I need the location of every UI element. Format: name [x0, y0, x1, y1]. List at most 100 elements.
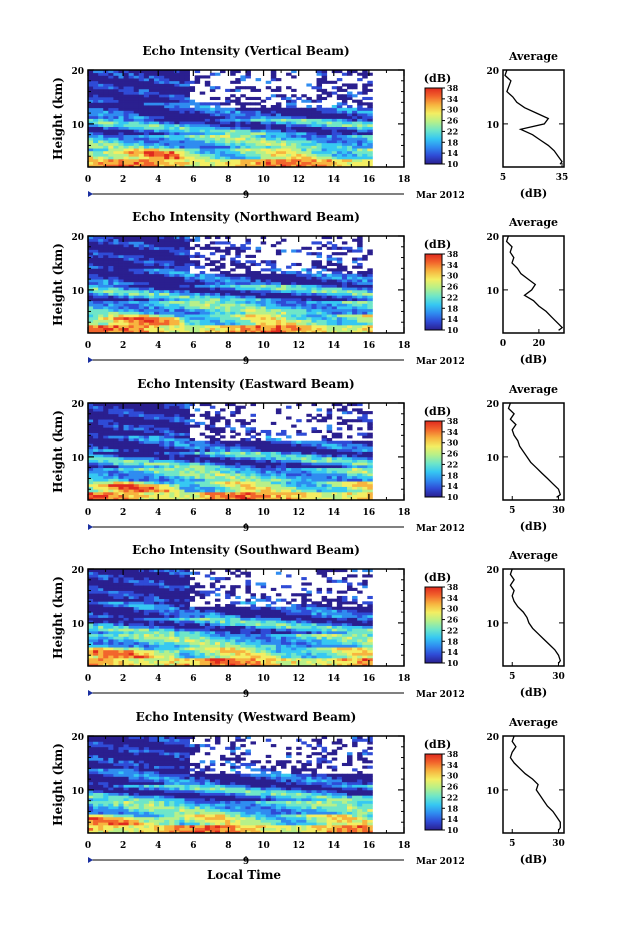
heatmap-cell [118, 422, 123, 425]
heatmap-cell [367, 306, 372, 309]
heatmap-cell [190, 127, 195, 130]
heatmap-cell [134, 311, 139, 314]
heatmap-cell [179, 416, 184, 419]
heatmap-cell [220, 468, 225, 471]
heatmap-cell [108, 113, 113, 116]
heatmap-cell [113, 430, 118, 433]
heatmap-cell [286, 309, 291, 312]
heatmap-cell [205, 325, 210, 328]
heatmap-cell [154, 132, 159, 135]
heatmap-cell [144, 116, 149, 119]
heatmap-cell [93, 435, 98, 438]
heatmap-cell [205, 282, 210, 285]
heatmap-cell [332, 314, 337, 317]
heatmap-cell [113, 427, 118, 430]
heatmap-cell [240, 145, 245, 148]
heatmap-cell [245, 476, 250, 479]
heatmap-cell [169, 247, 174, 250]
heatmap-cell [200, 119, 205, 122]
heatmap-cell [281, 110, 286, 113]
heatmap-cell [144, 414, 149, 417]
heatmap-cell [195, 143, 200, 146]
heatmap-cell [317, 290, 322, 293]
heatmap-cell [169, 481, 174, 484]
heatmap-cell [235, 285, 240, 288]
heatmap-cell [118, 317, 123, 320]
heatmap-cell [215, 446, 220, 449]
heatmap-cell [129, 322, 134, 325]
heatmap-cell [347, 94, 352, 97]
heatmap-cell [108, 298, 113, 301]
heatmap-cell [230, 145, 235, 148]
heatmap-cell [337, 290, 342, 293]
heatmap-cell [108, 268, 113, 271]
heatmap-cell [235, 290, 240, 293]
heatmap-cell [311, 298, 316, 301]
heatmap-cell [301, 151, 306, 154]
heatmap-cell [362, 156, 367, 159]
heatmap-cell [98, 135, 103, 138]
heatmap-cell [174, 263, 179, 266]
heatmap-cell [256, 473, 261, 476]
heatmap-cell [118, 473, 123, 476]
heatmap-cell [169, 151, 174, 154]
heatmap-cell [266, 276, 271, 279]
heatmap-cell [261, 457, 266, 460]
heatmap-cell [220, 320, 225, 323]
heatmap-cell [235, 411, 240, 414]
heatmap-cell [195, 311, 200, 314]
heatmap-cell [322, 311, 327, 314]
heatmap-cell [149, 325, 154, 328]
heatmap-cell [164, 159, 169, 162]
heatmap-cell [322, 78, 327, 81]
heatmap-cell [144, 298, 149, 301]
heatmap-cell [332, 151, 337, 154]
heatmap-cell [103, 419, 108, 422]
heatmap-cell [134, 266, 139, 269]
heatmap-cell [139, 468, 144, 471]
heatmap-cell [311, 124, 316, 127]
heatmap-cell [276, 110, 281, 113]
heatmap-cell [271, 492, 276, 495]
heatmap-cell [235, 314, 240, 317]
heatmap-cell [215, 414, 220, 417]
heatmap-cell [245, 282, 250, 285]
heatmap-cell [215, 419, 220, 422]
heatmap-cell [205, 306, 210, 309]
heatmap-cell [108, 105, 113, 108]
heatmap-cell [291, 113, 296, 116]
heatmap-cell [235, 255, 240, 258]
heatmap-cell [93, 422, 98, 425]
heatmap-cell [291, 478, 296, 481]
heatmap-cell [149, 263, 154, 266]
heatmap-cell [230, 441, 235, 444]
heatmap-cell [124, 124, 129, 127]
heatmap-cell [261, 443, 266, 446]
heatmap-cell [210, 268, 215, 271]
heatmap-cell [276, 454, 281, 457]
heatmap-cell [124, 132, 129, 135]
heatmap-cell [220, 287, 225, 290]
heatmap-cell [306, 317, 311, 320]
heatmap-cell [129, 113, 134, 116]
heatmap-cell [251, 274, 256, 277]
heatmap-cell [317, 105, 322, 108]
heatmap-cell [184, 113, 189, 116]
heatmap-cell [179, 322, 184, 325]
heatmap-cell [311, 460, 316, 463]
heatmap-cell [281, 468, 286, 471]
heatmap-cell [149, 89, 154, 92]
heatmap-cell [154, 411, 159, 414]
heatmap-cell [93, 328, 98, 331]
heatmap-cell [367, 282, 372, 285]
heatmap-cell [159, 94, 164, 97]
heatmap-cell [190, 140, 195, 143]
heatmap-cell [124, 108, 129, 111]
heatmap-cell [230, 295, 235, 298]
heatmap-cell [190, 108, 195, 111]
heatmap-cell [139, 100, 144, 103]
heatmap-cell [88, 408, 93, 411]
heatmap-cell [139, 148, 144, 151]
heatmap-cell [261, 260, 266, 263]
